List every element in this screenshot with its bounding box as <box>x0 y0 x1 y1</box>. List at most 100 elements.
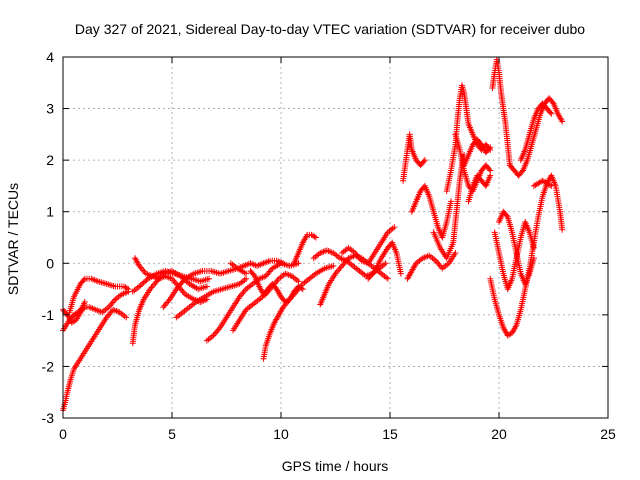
data-point <box>81 298 88 305</box>
x-tick-label: 15 <box>382 426 398 442</box>
series-arc-3 <box>60 288 132 326</box>
y-axis-title: SDTVAR / TECUs <box>5 183 21 295</box>
data-point <box>164 299 171 306</box>
data-point <box>137 282 144 289</box>
data-point <box>549 99 556 106</box>
series-arc-31 <box>491 219 537 293</box>
data-point <box>151 281 158 288</box>
data-point <box>330 262 337 269</box>
data-point <box>180 277 187 284</box>
x-tick-label: 5 <box>168 426 176 442</box>
data-point <box>452 249 459 256</box>
series-arc-15 <box>227 257 287 272</box>
data-point <box>106 311 113 318</box>
series-arc-1 <box>60 306 130 414</box>
data-point <box>530 255 537 262</box>
data-point <box>337 264 344 271</box>
data-point <box>140 279 147 286</box>
series-arc-24 <box>443 82 494 195</box>
series-arc-29 <box>506 95 566 179</box>
plot-frame <box>62 56 609 419</box>
data-point <box>487 144 494 151</box>
data-point <box>559 226 566 233</box>
data-point <box>161 302 168 309</box>
data-point <box>434 259 441 266</box>
series-arc-21 <box>404 249 459 282</box>
data-point <box>384 275 391 282</box>
data-point <box>214 327 221 334</box>
data-point <box>382 260 389 267</box>
data-point <box>243 275 250 282</box>
series-arc-27 <box>465 172 494 205</box>
data-point <box>435 260 442 267</box>
data-point <box>206 275 213 282</box>
data-point <box>239 290 246 297</box>
data-point <box>160 304 167 311</box>
series-arc-32 <box>496 208 537 287</box>
series-arc-33 <box>530 172 566 233</box>
data-point <box>243 270 250 277</box>
series-arc-20 <box>400 131 428 184</box>
data-point <box>547 109 554 116</box>
data-point <box>299 286 306 293</box>
series-arc-12 <box>260 262 337 362</box>
y-tick-label: 0 <box>46 255 54 271</box>
x-tick-label: 10 <box>273 426 289 442</box>
data-point <box>123 314 130 321</box>
data-point <box>530 244 537 251</box>
data-point <box>123 285 130 292</box>
data-point <box>421 157 428 164</box>
data-point <box>311 233 318 240</box>
series-arc-9 <box>173 275 250 321</box>
data-point <box>420 158 427 165</box>
data-point <box>487 172 494 179</box>
series-arc-28 <box>489 56 513 169</box>
data-point <box>143 277 150 284</box>
data-points <box>60 56 566 414</box>
y-tick-label: 4 <box>46 49 54 65</box>
data-point <box>559 118 566 125</box>
data-point <box>138 265 145 272</box>
data-point <box>486 145 493 152</box>
series-arc-10 <box>203 260 302 344</box>
data-point <box>140 267 147 274</box>
series-arc-18 <box>339 224 398 267</box>
data-point <box>335 267 342 274</box>
data-point <box>274 277 281 284</box>
data-point <box>108 301 115 308</box>
chart-title: Day 327 of 2021, Sidereal Day-to-day VTE… <box>75 21 585 37</box>
grid <box>63 57 608 418</box>
data-point <box>518 168 525 175</box>
series-arc-34 <box>517 100 555 164</box>
data-point <box>250 271 257 278</box>
y-tick-label: -1 <box>42 307 55 323</box>
data-point <box>111 297 118 304</box>
data-point <box>80 277 87 284</box>
data-point <box>339 262 346 269</box>
x-tick-label: 0 <box>59 426 67 442</box>
data-point <box>107 302 114 309</box>
series-arc-22 <box>408 182 455 241</box>
data-point <box>265 270 272 277</box>
data-point <box>211 330 218 337</box>
data-point <box>486 166 493 173</box>
x-tick-label: 25 <box>600 426 616 442</box>
data-point <box>142 278 149 285</box>
data-point <box>448 198 455 205</box>
data-point <box>312 234 319 241</box>
data-point <box>139 280 146 287</box>
series-arc-4 <box>66 275 132 316</box>
data-point <box>241 287 248 294</box>
data-point <box>213 329 220 336</box>
series-arc-14 <box>291 231 319 267</box>
data-point <box>136 283 143 290</box>
data-point <box>162 301 169 308</box>
series-arc-26 <box>461 136 494 169</box>
data-point <box>298 285 305 292</box>
data-point <box>179 288 186 295</box>
x-axis-title: GPS time / hours <box>282 458 389 474</box>
data-point <box>397 270 404 277</box>
y-tick-label: 1 <box>46 204 54 220</box>
data-point <box>336 265 343 272</box>
